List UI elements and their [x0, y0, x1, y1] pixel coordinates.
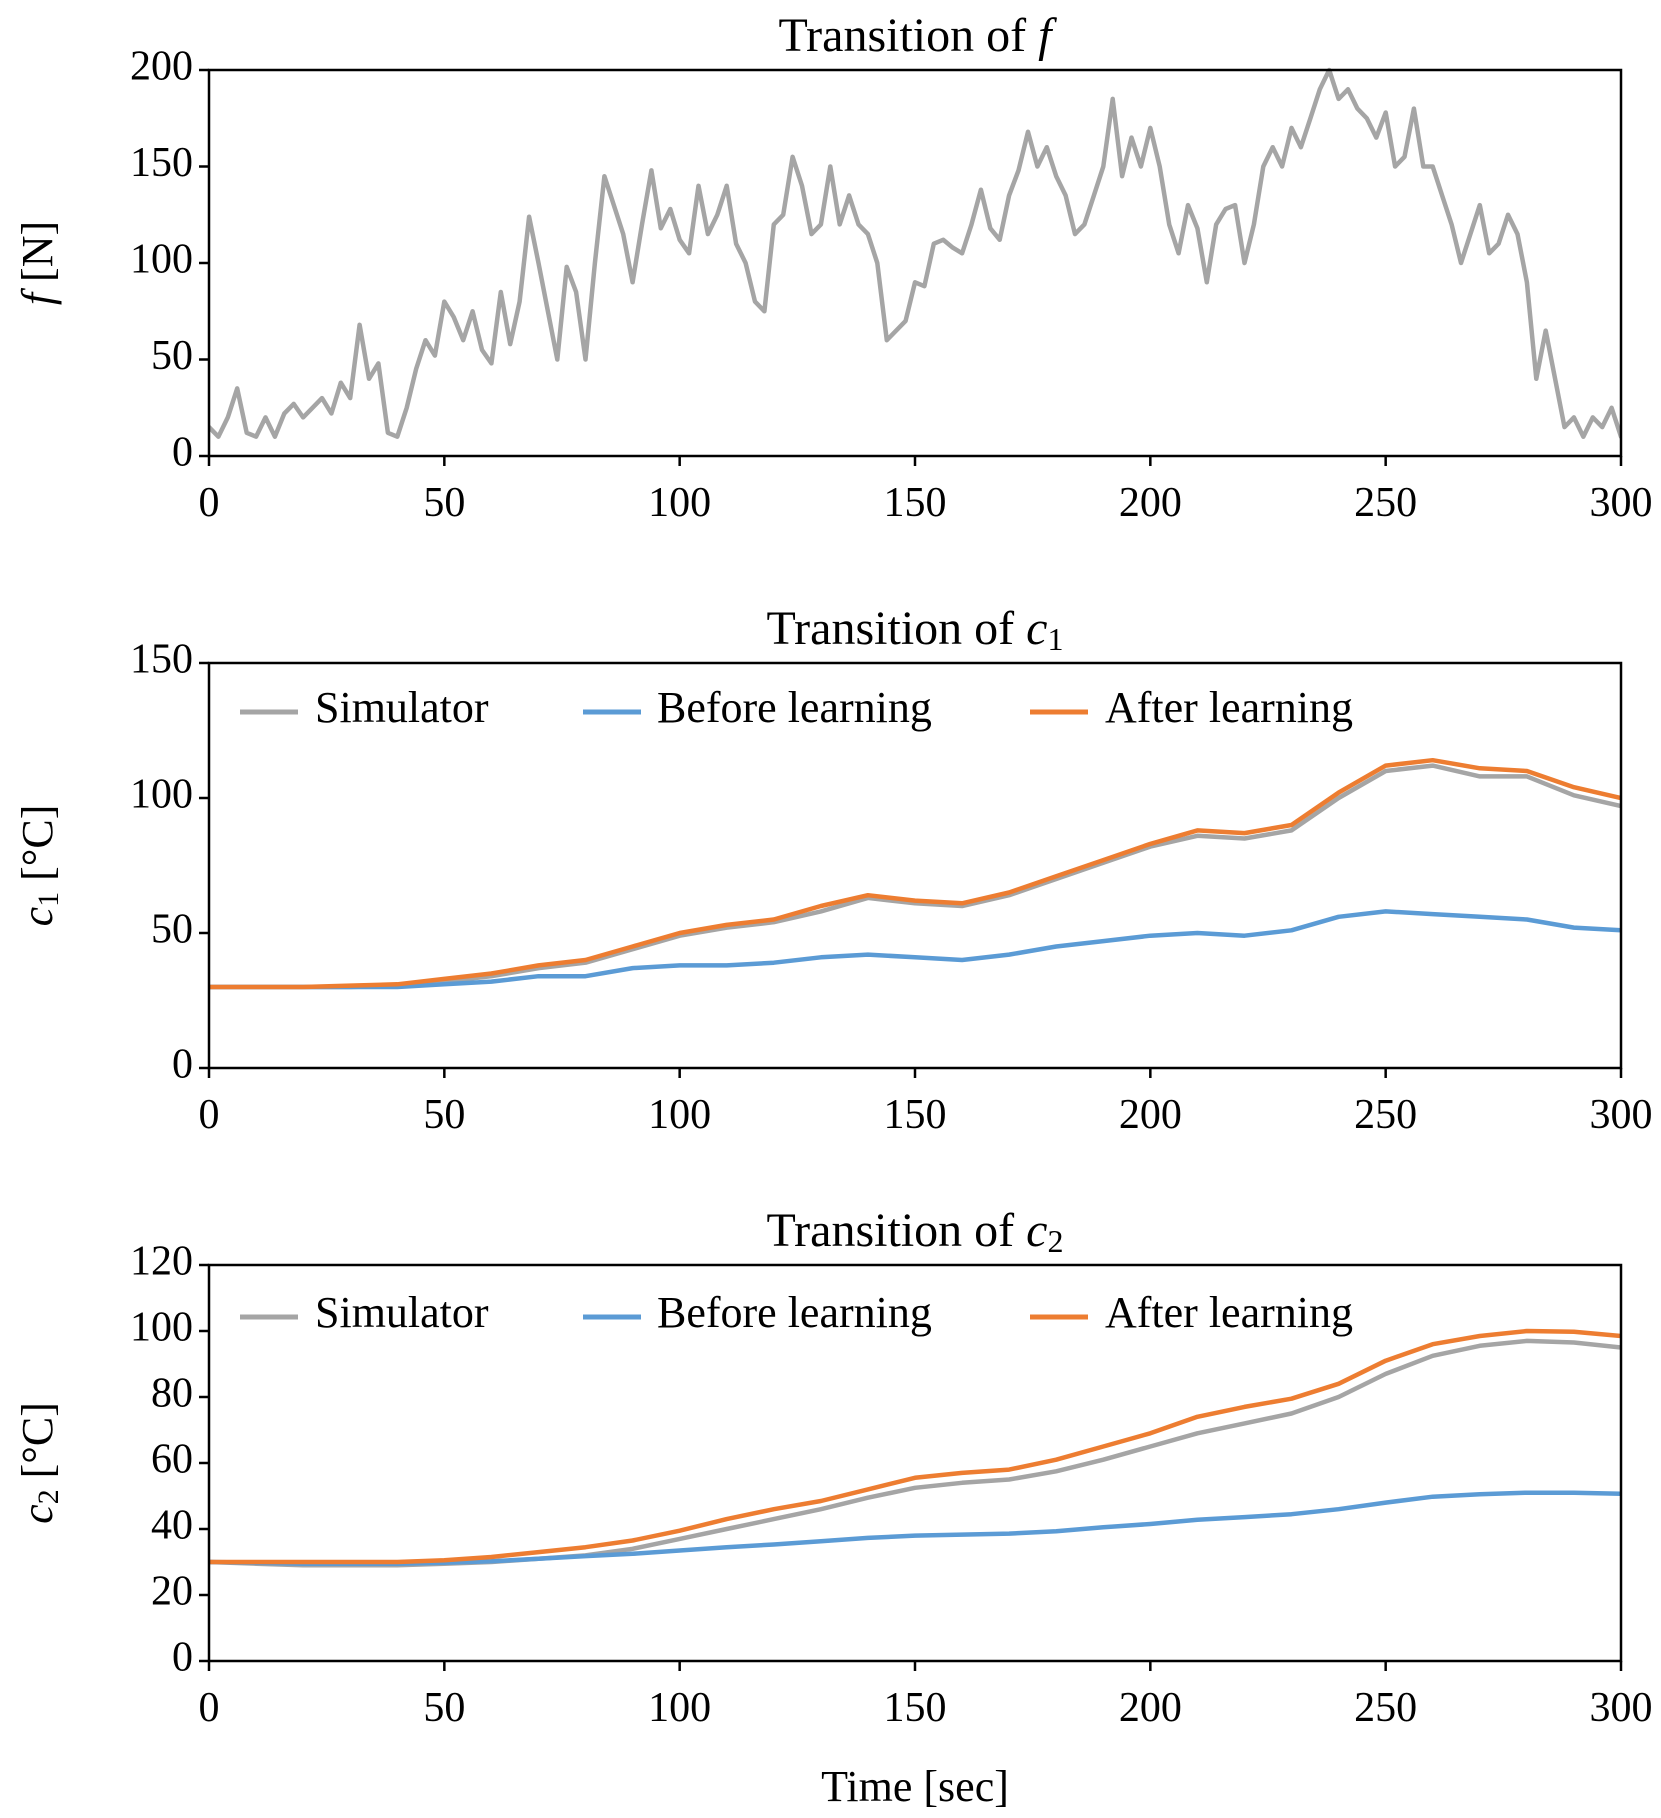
series-line-simulator — [209, 763, 1621, 990]
title-prefix: Transition of — [779, 9, 1039, 62]
y-tick-label: 50 — [151, 333, 193, 379]
legend-label: Before learning — [657, 683, 932, 732]
series-line-after-learning — [209, 1328, 1621, 1565]
y-label-unit: [°C] — [13, 1402, 62, 1489]
title-subscript: 1 — [1047, 621, 1063, 657]
y-tick-label: 0 — [172, 1042, 193, 1088]
x-tick-label: 250 — [1354, 480, 1417, 526]
y-tick-label: 0 — [172, 430, 193, 476]
x-tick-label: 150 — [884, 1092, 947, 1138]
legend-label: Simulator — [315, 1288, 489, 1337]
x-tick-label: 0 — [199, 1092, 220, 1138]
y-tick-label: 40 — [151, 1503, 193, 1549]
x-tick-label: 300 — [1590, 1092, 1653, 1138]
x-tick-label: 0 — [199, 1685, 220, 1731]
x-tick-label: 50 — [423, 1092, 465, 1138]
x-tick-label: 100 — [648, 480, 711, 526]
x-tick-label: 250 — [1354, 1092, 1417, 1138]
legend-label: Before learning — [657, 1288, 932, 1337]
plot-frame — [207, 1263, 1623, 1663]
x-tick-label: 100 — [648, 1092, 711, 1138]
legend-label: After learning — [1105, 683, 1353, 732]
y-tick-label: 100 — [130, 772, 193, 818]
y-label-subscript: 2 — [32, 1489, 65, 1504]
x-tick-label: 50 — [423, 480, 465, 526]
y-tick-label: 0 — [172, 1635, 193, 1681]
y-axis-label: f [N] — [13, 221, 62, 305]
series-line-before-learning — [209, 909, 1621, 990]
y-tick-label: 120 — [130, 1239, 193, 1285]
y-tick-label: 20 — [151, 1569, 193, 1615]
x-tick-label: 200 — [1119, 1685, 1182, 1731]
x-tick-label: 150 — [884, 1685, 947, 1731]
x-tick-label: 0 — [199, 480, 220, 526]
legend-label: Simulator — [315, 683, 489, 732]
x-tick-label: 50 — [423, 1685, 465, 1731]
y-label-symbol: c — [13, 1504, 62, 1524]
series-line-force — [209, 67, 1621, 439]
y-axis-label: c1 [°C] — [13, 805, 65, 927]
x-tick-label: 150 — [884, 480, 947, 526]
x-axis-label: Time [sec] — [821, 1762, 1009, 1811]
x-tick-label: 250 — [1354, 1685, 1417, 1731]
y-label-unit: [°C] — [13, 805, 62, 892]
y-tick-label: 200 — [130, 44, 193, 90]
title-subscript: 2 — [1047, 1223, 1063, 1259]
title-symbol: c — [1026, 602, 1047, 655]
y-label-symbol: c — [13, 906, 62, 926]
title-prefix: Transition of — [767, 1204, 1027, 1257]
y-label-unit: [N] — [13, 221, 62, 293]
y-label-subscript: 1 — [32, 892, 65, 907]
chart-title: Transition of c2 — [767, 1204, 1064, 1259]
y-tick-label: 50 — [151, 907, 193, 953]
legend-label: After learning — [1105, 1288, 1353, 1337]
x-tick-label: 100 — [648, 1685, 711, 1731]
plot-frame — [207, 661, 1623, 1070]
series-line-before-learning — [209, 1490, 1621, 1566]
x-tick-label: 200 — [1119, 480, 1182, 526]
y-tick-label: 150 — [130, 637, 193, 683]
y-tick-label: 60 — [151, 1437, 193, 1483]
x-tick-label: 200 — [1119, 1092, 1182, 1138]
y-tick-label: 80 — [151, 1371, 193, 1417]
legend: Simulator Before learning After learning — [240, 1288, 1353, 1337]
y-axis-label: c2 [°C] — [13, 1402, 65, 1524]
y-tick-label: 100 — [130, 237, 193, 283]
plot-frame — [207, 68, 1623, 458]
title-symbol: c — [1026, 1204, 1047, 1257]
title-symbol: f — [1038, 9, 1057, 62]
series-line-after-learning — [209, 757, 1621, 990]
title-prefix: Transition of — [767, 602, 1027, 655]
chart-title: Transition of f — [779, 9, 1058, 62]
y-tick-label: 100 — [130, 1305, 193, 1351]
legend: Simulator Before learning After learning — [240, 683, 1353, 732]
x-tick-label: 300 — [1590, 1685, 1653, 1731]
chart-title: Transition of c1 — [767, 602, 1064, 657]
x-tick-label: 300 — [1590, 480, 1653, 526]
y-tick-label: 150 — [130, 140, 193, 186]
series-line-simulator — [209, 1338, 1621, 1568]
